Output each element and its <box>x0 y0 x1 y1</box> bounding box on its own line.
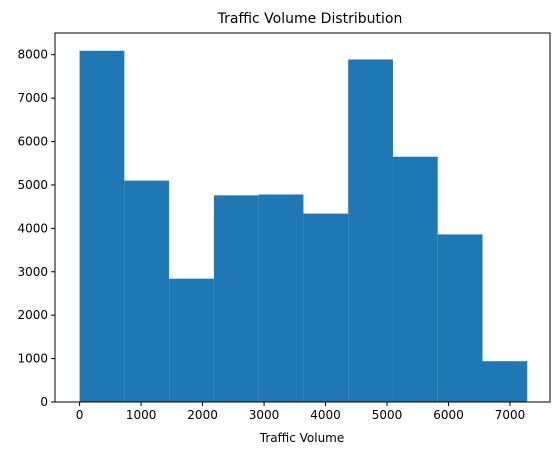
histogram-bar <box>482 361 528 402</box>
x-tick-label: 6000 <box>433 408 464 422</box>
x-tick-label: 0 <box>76 408 84 422</box>
y-tick-label: 1000 <box>17 352 48 366</box>
histogram-bar <box>213 195 259 402</box>
x-tick-label: 3000 <box>249 408 280 422</box>
y-tick-label: 0 <box>40 395 48 409</box>
x-tick-label: 7000 <box>495 408 526 422</box>
chart-title: Traffic Volume Distribution <box>217 11 403 27</box>
x-tick-label: 1000 <box>126 408 157 422</box>
y-tick-label: 6000 <box>17 135 48 149</box>
bars-group <box>79 50 528 403</box>
y-tick-label: 7000 <box>17 91 48 105</box>
histogram-bar <box>348 59 393 403</box>
plot-frame <box>54 32 551 403</box>
histogram-bar <box>79 50 125 402</box>
histogram-bar <box>258 194 304 402</box>
x-axis-title: Traffic Volume <box>259 431 345 445</box>
y-tick-label: 3000 <box>17 265 48 279</box>
y-tick-label: 5000 <box>17 178 48 192</box>
histogram-bar <box>437 234 483 402</box>
histogram-bar <box>303 213 349 402</box>
x-axis: 0 1000 2000 3000 4000 5000 6000 7000 <box>76 402 526 422</box>
y-tick-label: 8000 <box>17 48 48 62</box>
y-tick-label: 2000 <box>17 308 48 322</box>
histogram-bar <box>124 180 170 402</box>
histogram-bar <box>169 278 214 402</box>
y-tick-label: 4000 <box>17 221 48 235</box>
x-tick-label: 2000 <box>187 408 218 422</box>
histogram-bar <box>392 156 438 402</box>
y-axis: 0 1000 2000 3000 4000 5000 6000 7000 8000 <box>17 48 55 409</box>
x-tick-label: 4000 <box>310 408 341 422</box>
x-tick-label: 5000 <box>372 408 403 422</box>
